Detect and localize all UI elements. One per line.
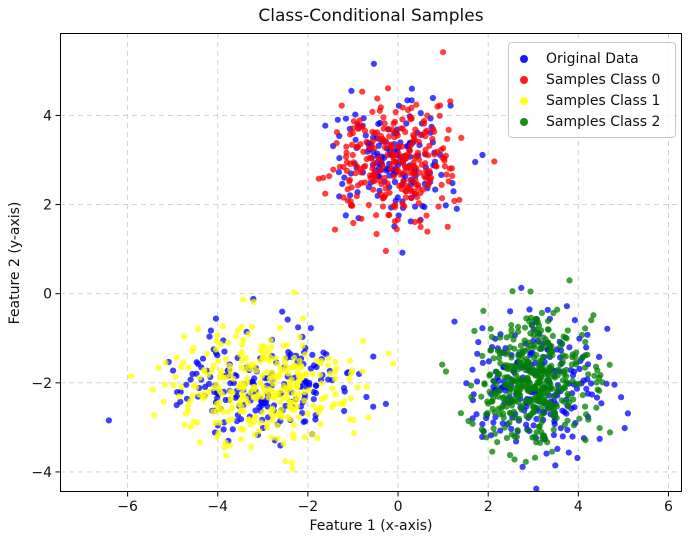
legend: Original Data Samples Class 0 Samples Clas… xyxy=(508,42,676,138)
series-samples-class-0 xyxy=(315,49,498,255)
y-tick-label: 4 xyxy=(43,108,52,124)
legend-marker-samples-class-0-icon xyxy=(509,75,539,84)
scatter-points xyxy=(105,49,632,492)
x-tick-label: −2 xyxy=(298,499,319,515)
x-tick-label: 2 xyxy=(484,499,493,515)
legend-label: Samples Class 1 xyxy=(546,92,661,109)
legend-label: Original Data xyxy=(546,50,639,67)
plot-title: Class-Conditional Samples xyxy=(258,6,484,26)
ticks xyxy=(55,114,669,497)
x-tick-label: 4 xyxy=(574,499,583,515)
x-axis-label: Feature 1 (x-axis) xyxy=(309,518,433,534)
x-tick-label: −6 xyxy=(117,499,138,515)
y-tick-label: 0 xyxy=(43,287,52,303)
legend-label: Samples Class 2 xyxy=(546,113,661,130)
plot-border xyxy=(60,33,682,492)
y-axis-label: Feature 2 (y-axis) xyxy=(7,201,23,325)
x-tick-label: 6 xyxy=(664,499,673,515)
y-tick-label: 2 xyxy=(43,198,52,214)
y-tick-label: −2 xyxy=(31,376,52,392)
x-tick-label: 0 xyxy=(394,499,403,515)
legend-item-samples-class-1: Samples Class 1 xyxy=(509,90,675,111)
legend-label: Samples Class 0 xyxy=(546,71,661,88)
y-tick-label: −4 xyxy=(31,465,52,481)
series-samples-class-2 xyxy=(439,277,614,465)
legend-marker-original-data-icon xyxy=(509,54,539,63)
legend-item-samples-class-2: Samples Class 2 xyxy=(509,111,675,132)
tick-labels: −6 −4 −2 0 2 4 6 −4 −2 0 2 4 xyxy=(31,108,673,515)
legend-marker-samples-class-2-icon xyxy=(509,117,539,126)
legend-item-original-data: Original Data xyxy=(509,48,675,69)
x-tick-label: −4 xyxy=(207,499,228,515)
legend-item-samples-class-0: Samples Class 0 xyxy=(509,69,675,90)
legend-marker-samples-class-1-icon xyxy=(509,96,539,105)
series-samples-class-1 xyxy=(128,289,396,472)
